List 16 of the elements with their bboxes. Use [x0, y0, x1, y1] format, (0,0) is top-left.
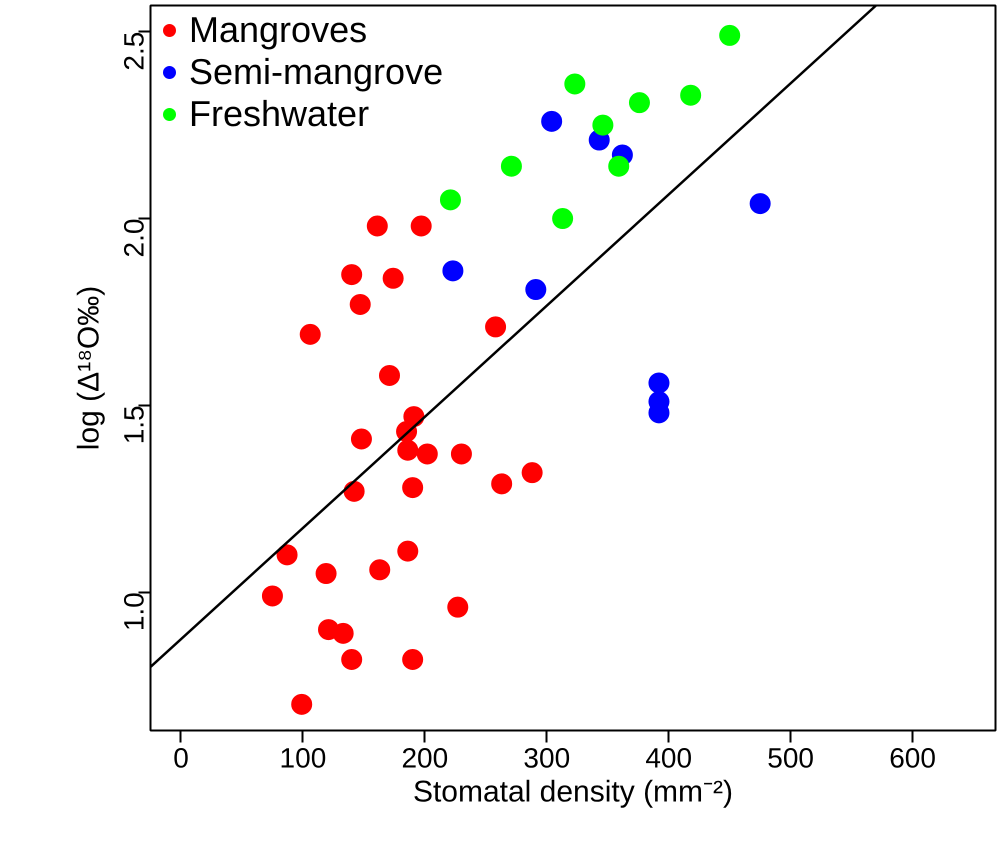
- x-tick-label: 600: [889, 742, 936, 774]
- y-axis-title: log (Δ¹⁸O‰): [72, 286, 106, 450]
- x-tick-label: 0: [173, 742, 189, 774]
- legend-label: Mangroves: [189, 9, 368, 51]
- x-tick-label: 300: [523, 742, 570, 774]
- x-tick-label: 500: [767, 742, 814, 774]
- legend-label: Freshwater: [189, 93, 370, 135]
- y-tick-label: 1.5: [118, 405, 150, 444]
- x-tick-label: 400: [645, 742, 692, 774]
- x-tick-label: 100: [280, 742, 326, 774]
- x-tick-label: 200: [401, 742, 448, 774]
- legend-label: Semi-mangrove: [189, 51, 444, 93]
- y-tick-label: 1.0: [118, 592, 150, 632]
- x-axis-title: Stomatal density (mm⁻²): [412, 776, 734, 808]
- y-tick-label: 2.5: [118, 32, 150, 71]
- y-tick-label: 2.0: [118, 218, 150, 258]
